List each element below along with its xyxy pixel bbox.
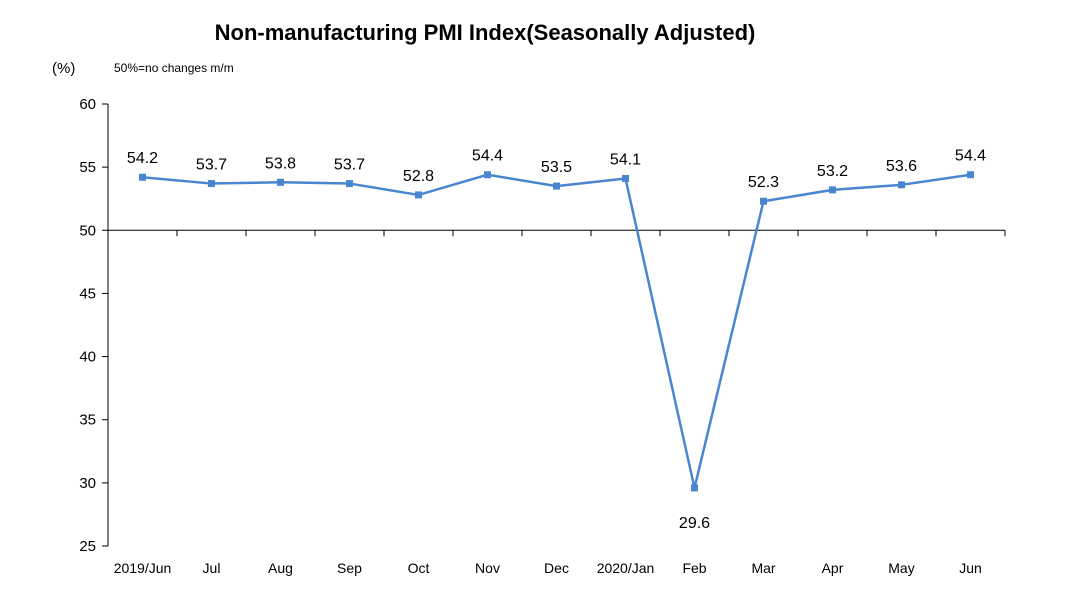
- data-point: [208, 180, 215, 188]
- data-point: [415, 191, 422, 199]
- data-point: [967, 171, 974, 179]
- data-point: [691, 484, 698, 492]
- y-tick-label: 25: [79, 538, 96, 555]
- data-label: 53.7: [334, 157, 365, 174]
- y-axis-unit: (%): [52, 60, 75, 77]
- data-label: 53.8: [265, 155, 296, 172]
- data-point: [346, 180, 353, 188]
- y-tick-label: 30: [79, 475, 96, 492]
- series-line: [142, 173, 971, 490]
- y-tick-label: 60: [79, 96, 96, 113]
- y-tick-label: 55: [79, 159, 96, 176]
- data-point: [829, 186, 836, 194]
- data-label: 52.3: [748, 174, 779, 191]
- data-point: [898, 181, 905, 189]
- data-point: [760, 197, 767, 205]
- data-label: 54.2: [127, 150, 158, 167]
- data-point: [484, 171, 491, 179]
- x-tick-label: Mar: [751, 560, 775, 576]
- data-label: 54.4: [472, 148, 503, 165]
- data-point: [277, 178, 284, 186]
- series: [139, 171, 974, 492]
- data-label: 52.8: [403, 168, 434, 185]
- chart-note: 50%=no changes m/m: [114, 61, 234, 75]
- y-tick-label: 50: [79, 222, 96, 239]
- data-label: 54.1: [610, 152, 641, 169]
- data-labels: 54.2 53.7 53.8 53.7 52.8 54.4 53.5 54.1 29.6 52.3…: [127, 148, 986, 532]
- data-point: [622, 175, 629, 183]
- data-label: 29.6: [679, 515, 710, 532]
- x-tick-label: Jun: [959, 560, 982, 576]
- x-tick-label: Aug: [268, 560, 293, 576]
- data-point: [139, 173, 146, 181]
- x-tick-label: Nov: [475, 560, 500, 576]
- x-tick-label: Oct: [408, 560, 430, 576]
- x-tick-label: Sep: [337, 560, 362, 576]
- data-label: 53.6: [886, 158, 917, 175]
- axes: [107, 104, 1006, 546]
- data-label: 53.7: [196, 157, 227, 174]
- y-tick-label: 45: [79, 285, 96, 302]
- x-tick-label: 2020/Jan: [597, 560, 655, 576]
- data-label: 54.4: [955, 148, 986, 165]
- x-tick-label: Apr: [822, 560, 844, 576]
- y-axis-ticks: 60 55 50 45 40 35 30 25: [79, 96, 108, 555]
- chart-title: Non-manufacturing PMI Index(Seasonally A…: [215, 20, 756, 45]
- data-label: 53.5: [541, 159, 572, 176]
- data-label: 53.2: [817, 163, 848, 180]
- x-tick-label: Feb: [682, 560, 706, 576]
- y-tick-label: 35: [79, 412, 96, 429]
- x-tick-label: Jul: [203, 560, 221, 576]
- x-tick-label: Dec: [544, 560, 569, 576]
- y-tick-label: 40: [79, 349, 96, 366]
- x-tick-label: May: [888, 560, 914, 576]
- data-point: [553, 182, 560, 190]
- x-tick-label: 2019/Jun: [114, 560, 172, 576]
- x-axis-ticks: 2019/Jun Jul Aug Sep Oct Nov Dec 2020/Jan Feb Mar…: [114, 560, 982, 576]
